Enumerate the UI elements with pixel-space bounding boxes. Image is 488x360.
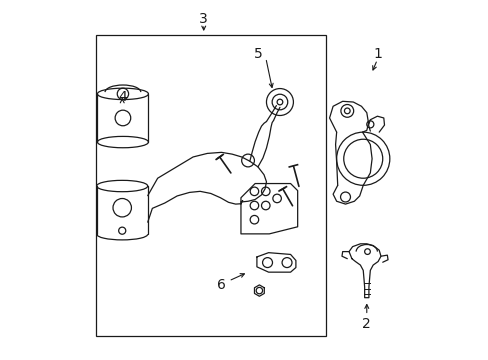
Text: 5: 5 <box>254 47 263 61</box>
Text: 1: 1 <box>372 47 381 61</box>
Text: 4: 4 <box>118 90 126 104</box>
Bar <box>96 35 325 336</box>
Text: 2: 2 <box>362 316 370 330</box>
Text: 6: 6 <box>217 278 225 292</box>
Text: 3: 3 <box>199 12 208 26</box>
